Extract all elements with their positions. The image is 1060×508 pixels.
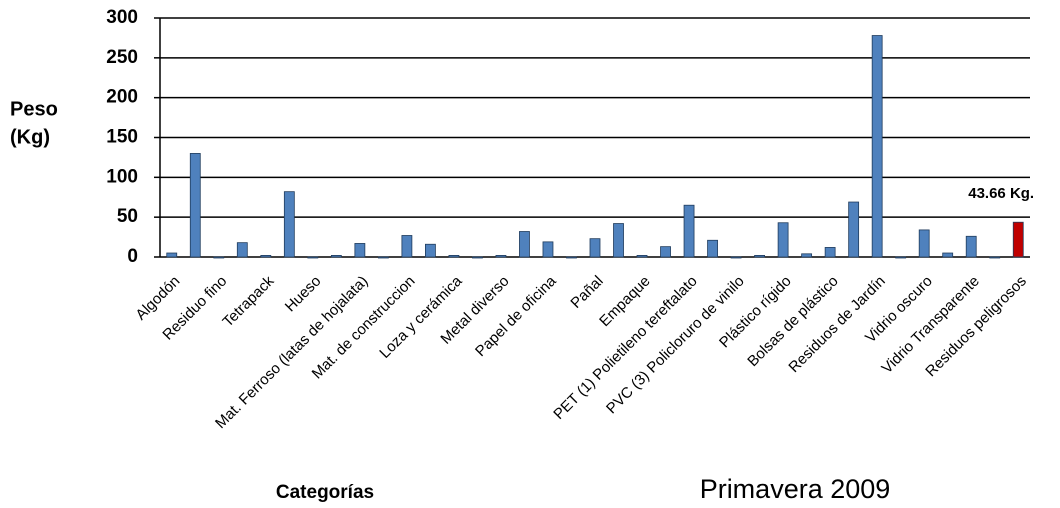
y-tick-label: 50 [117,206,138,227]
bar [213,256,225,259]
bar [730,256,742,259]
bar [401,235,413,258]
bar [965,235,977,258]
bar [660,246,671,258]
bar [448,255,460,258]
x-axis-label: Categorías [276,482,374,503]
chart-title: Primavera 2009 [700,474,891,504]
bar [354,243,366,258]
data-label: 43.66 Kg. [968,185,1034,202]
y-tick-label: 150 [106,127,138,148]
x-tick-label: Loza y cerámica [376,272,466,362]
bar [189,153,201,258]
bar [425,243,436,258]
bar [777,222,789,258]
bar [166,252,178,258]
bar [519,231,530,258]
y-tick-label: 250 [106,47,138,68]
bar [236,242,248,258]
bar [377,256,389,259]
bar [1012,221,1024,258]
x-tick-label: Hueso [282,273,325,316]
bar [589,238,601,258]
bar [707,239,718,258]
bar [918,229,930,258]
bar [566,256,577,259]
bar [330,255,342,258]
bar [848,201,860,258]
y-axis-label: (Kg) [10,126,50,148]
x-tick-label: Papel de oficina [472,272,560,360]
bar [472,256,483,259]
bar [495,255,507,258]
bar [307,256,319,259]
bar [683,204,695,258]
bar [871,35,883,258]
bar [801,253,813,258]
bar [260,255,272,258]
y-tick-label: 300 [106,7,138,28]
bar [754,255,765,258]
bar [942,252,954,258]
x-tick-label: Pañal [567,273,606,312]
y-axis-label: Peso [10,98,58,120]
bar [613,223,624,258]
bar [895,256,907,259]
x-tick-label: Tetrapack [219,272,277,330]
y-tick-label: 100 [106,166,138,187]
bar [283,191,295,258]
bar [636,255,648,258]
bar [989,256,1001,259]
bar [824,247,836,258]
y-tick-label: 200 [106,87,138,108]
y-tick-label: 0 [127,246,138,267]
bar [542,241,554,258]
